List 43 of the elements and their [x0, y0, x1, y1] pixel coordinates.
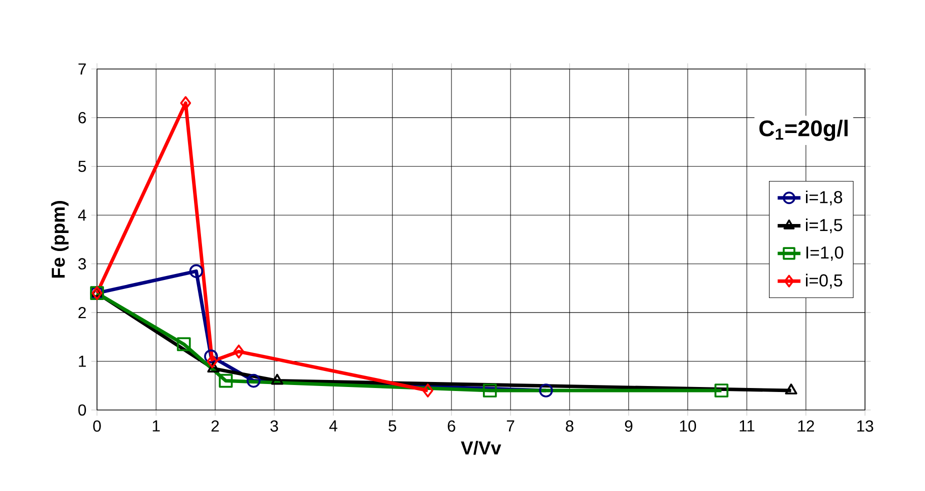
point [482, 384, 497, 398]
x-tick-label: 4 [329, 420, 338, 432]
x-tick-label: 11 [740, 420, 754, 432]
y-tick-label: 2 [78, 306, 86, 318]
y-tick-label: 5 [78, 160, 86, 172]
y-tick-label: 7 [78, 63, 86, 74]
point [204, 349, 218, 364]
y-tick-label: 4 [78, 210, 86, 221]
y-axis-title: Fe (ppm) [51, 201, 69, 278]
point [218, 374, 233, 388]
legend-label: I=1,0 [806, 246, 844, 261]
x-tick-label: 13 [857, 420, 874, 432]
x-axis-title: V/Vv [460, 440, 502, 455]
x-tick-label: 7 [506, 420, 514, 432]
x-tick-label: 0 [93, 420, 101, 432]
annotation: C$_{1}$=20g/l [759, 120, 848, 141]
x-tick-label: 10 [680, 420, 696, 432]
x-tick-label: 2 [212, 420, 219, 432]
x-tick-label: 12 [798, 420, 814, 432]
x-tick-label: 8 [566, 420, 574, 432]
x-tick-label: 3 [270, 420, 278, 432]
legend-label: i=1,5 [806, 218, 842, 234]
y-tick-label: 1 [78, 356, 86, 367]
point [246, 374, 260, 388]
x-tick-label: 6 [448, 420, 456, 432]
legend-label: i=0,5 [806, 274, 842, 289]
point [207, 362, 220, 373]
y-tick-label: 6 [78, 112, 86, 124]
point [714, 384, 728, 398]
x-tick-label: 1 [152, 420, 160, 432]
point [233, 344, 244, 358]
point [176, 337, 191, 352]
point [189, 264, 204, 278]
point [271, 374, 284, 385]
point [206, 354, 218, 368]
x-tick-label: 5 [388, 420, 396, 432]
y-tick-label: 3 [78, 258, 86, 270]
legend-label: i=1,8 [806, 190, 842, 206]
y-tick-label: 0 [78, 404, 86, 416]
x-tick-label: 9 [624, 420, 632, 432]
point [785, 384, 798, 394]
point [422, 384, 434, 398]
point [539, 384, 553, 398]
